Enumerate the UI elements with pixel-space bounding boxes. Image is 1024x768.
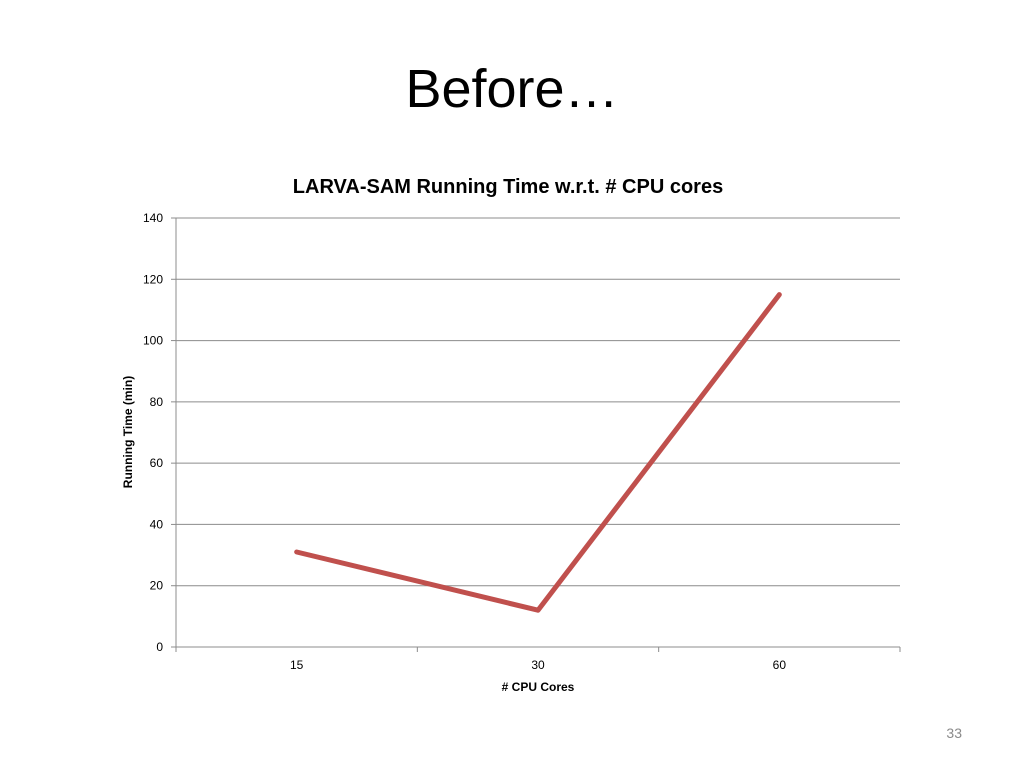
gridlines	[176, 217, 900, 587]
y-tick-label: 0	[156, 640, 163, 654]
x-tick-label: 60	[773, 658, 787, 672]
y-tick-label: 60	[150, 456, 164, 470]
y-tick-label: 140	[143, 211, 163, 225]
y-axis-label: Running Time (min)	[121, 376, 135, 488]
page-number: 33	[946, 725, 962, 741]
y-tick-label: 120	[143, 272, 163, 286]
x-tick-label: 15	[290, 658, 304, 672]
chart-title: LARVA-SAM Running Time w.r.t. # CPU core…	[293, 176, 723, 198]
y-tick-label: 80	[150, 395, 164, 409]
y-tick-label: 20	[150, 579, 164, 593]
axes	[171, 217, 901, 652]
y-tick-label: 100	[143, 334, 163, 348]
y-tick-label: 40	[150, 517, 164, 531]
series-line-0	[294, 292, 782, 613]
slide-title: Before…	[405, 59, 619, 119]
tick-labels: 0 20 40 60 80 100 120 140 15 30 60	[143, 211, 786, 672]
x-tick-label: 30	[531, 658, 545, 672]
series	[294, 292, 782, 613]
x-axis-label: # CPU Cores	[502, 680, 575, 694]
